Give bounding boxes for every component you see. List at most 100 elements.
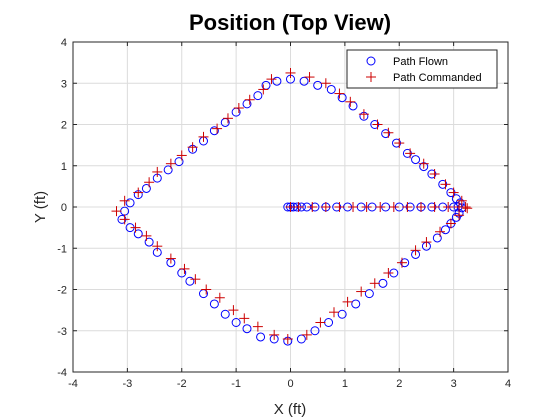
point-path-commanded xyxy=(266,74,277,85)
point-path-commanded xyxy=(315,317,326,328)
point-path-commanded xyxy=(304,72,315,83)
point-path-flown xyxy=(272,76,282,86)
point-path-commanded xyxy=(429,202,440,212)
point-path-flown xyxy=(296,334,306,344)
point-path-flown xyxy=(432,233,442,243)
legend: Path Flown Path Commanded xyxy=(346,49,498,89)
point-path-commanded xyxy=(460,202,471,212)
point-path-commanded xyxy=(388,202,399,212)
point-path-commanded xyxy=(383,127,394,138)
point-path-commanded xyxy=(244,94,255,105)
point-path-commanded xyxy=(329,307,339,318)
point-path-flown xyxy=(326,84,336,94)
point-path-flown xyxy=(133,229,143,239)
x-tick-label: -2 xyxy=(177,378,187,390)
point-path-commanded xyxy=(345,96,356,107)
point-path-flown xyxy=(242,324,252,334)
point-path-commanded xyxy=(187,142,198,153)
point-path-commanded xyxy=(369,278,380,289)
point-path-commanded xyxy=(405,148,416,159)
point-path-flown xyxy=(310,326,320,336)
point-path-flown xyxy=(141,183,151,193)
point-path-flown xyxy=(209,126,219,136)
legend-label-path-flown: Path Flown xyxy=(393,56,448,68)
point-path-commanded xyxy=(416,202,426,212)
point-path-commanded xyxy=(239,313,250,324)
point-path-flown xyxy=(299,76,309,86)
point-path-commanded xyxy=(320,78,331,89)
point-path-commanded xyxy=(222,113,233,124)
point-path-commanded xyxy=(269,329,280,340)
point-path-commanded xyxy=(361,202,372,212)
point-path-commanded xyxy=(130,222,141,233)
point-path-flown xyxy=(351,299,361,309)
chart-title: Position (Top View) xyxy=(189,10,391,35)
point-path-commanded xyxy=(320,202,331,212)
point-path-flown xyxy=(144,237,154,247)
x-tick-label: -4 xyxy=(68,378,78,390)
point-path-flown xyxy=(256,332,266,342)
point-path-flown xyxy=(209,299,219,309)
x-tick-label: 3 xyxy=(451,378,457,390)
y-tick-label: -1 xyxy=(57,243,67,255)
point-path-commanded xyxy=(456,195,467,206)
point-path-commanded xyxy=(418,158,429,169)
series-layer xyxy=(111,67,473,346)
y-tick-label: -3 xyxy=(57,326,67,338)
point-path-commanded xyxy=(228,305,239,316)
y-tick-label: 3 xyxy=(61,78,67,90)
x-tick-label: 0 xyxy=(287,378,293,390)
y-tick-label: 1 xyxy=(61,161,67,173)
point-path-commanded xyxy=(144,177,155,188)
point-path-commanded xyxy=(375,202,386,212)
point-path-commanded xyxy=(301,329,312,340)
point-path-commanded xyxy=(152,241,163,252)
point-path-flown xyxy=(337,309,347,319)
x-tick-label: 1 xyxy=(342,378,348,390)
point-path-commanded xyxy=(358,109,369,120)
point-path-commanded xyxy=(448,187,459,198)
point-path-flown xyxy=(185,276,195,286)
point-path-commanded xyxy=(307,202,318,212)
point-path-commanded xyxy=(440,179,451,190)
point-path-flown xyxy=(313,80,323,90)
point-path-commanded xyxy=(133,187,144,198)
point-path-commanded xyxy=(293,202,304,212)
tick-labels: -4 -3 -2 -1 0 1 2 3 4 -4 -3 -2 -1 0 1 2 3 4 xyxy=(57,37,511,390)
point-path-flown xyxy=(220,309,230,319)
plot-area: -4 -3 -2 -1 0 1 2 3 4 -4 -3 -2 -1 0 1 2 3 4 xyxy=(57,37,511,390)
y-tick-label: 0 xyxy=(61,202,67,214)
series-path-commanded xyxy=(111,67,473,344)
point-path-commanded xyxy=(443,202,454,212)
point-path-commanded xyxy=(356,286,367,297)
point-path-commanded xyxy=(285,67,296,78)
point-path-flown xyxy=(174,157,184,167)
point-path-flown xyxy=(163,165,173,175)
point-path-commanded xyxy=(396,257,407,268)
point-path-commanded xyxy=(445,218,456,229)
point-path-commanded xyxy=(111,206,122,217)
point-path-flown xyxy=(231,318,241,327)
point-path-commanded xyxy=(201,284,212,295)
point-path-commanded xyxy=(141,230,152,241)
point-path-commanded xyxy=(214,292,225,303)
point-path-commanded xyxy=(383,268,394,278)
point-path-commanded xyxy=(342,296,353,307)
point-path-flown xyxy=(381,129,391,139)
point-path-commanded xyxy=(334,88,345,99)
point-path-commanded xyxy=(421,237,432,248)
point-path-commanded xyxy=(212,123,223,134)
point-path-commanded xyxy=(176,150,187,161)
point-path-commanded xyxy=(334,202,345,212)
point-path-flown xyxy=(411,155,421,165)
legend-marker-path-flown xyxy=(366,56,376,66)
legend-box xyxy=(346,49,498,89)
point-path-commanded xyxy=(179,263,190,274)
point-path-commanded xyxy=(282,334,293,344)
point-path-commanded xyxy=(402,202,413,212)
point-path-commanded xyxy=(252,321,263,332)
point-path-commanded xyxy=(348,202,359,212)
point-path-commanded xyxy=(119,195,130,206)
point-path-commanded xyxy=(165,253,176,264)
point-path-flown xyxy=(440,225,450,235)
